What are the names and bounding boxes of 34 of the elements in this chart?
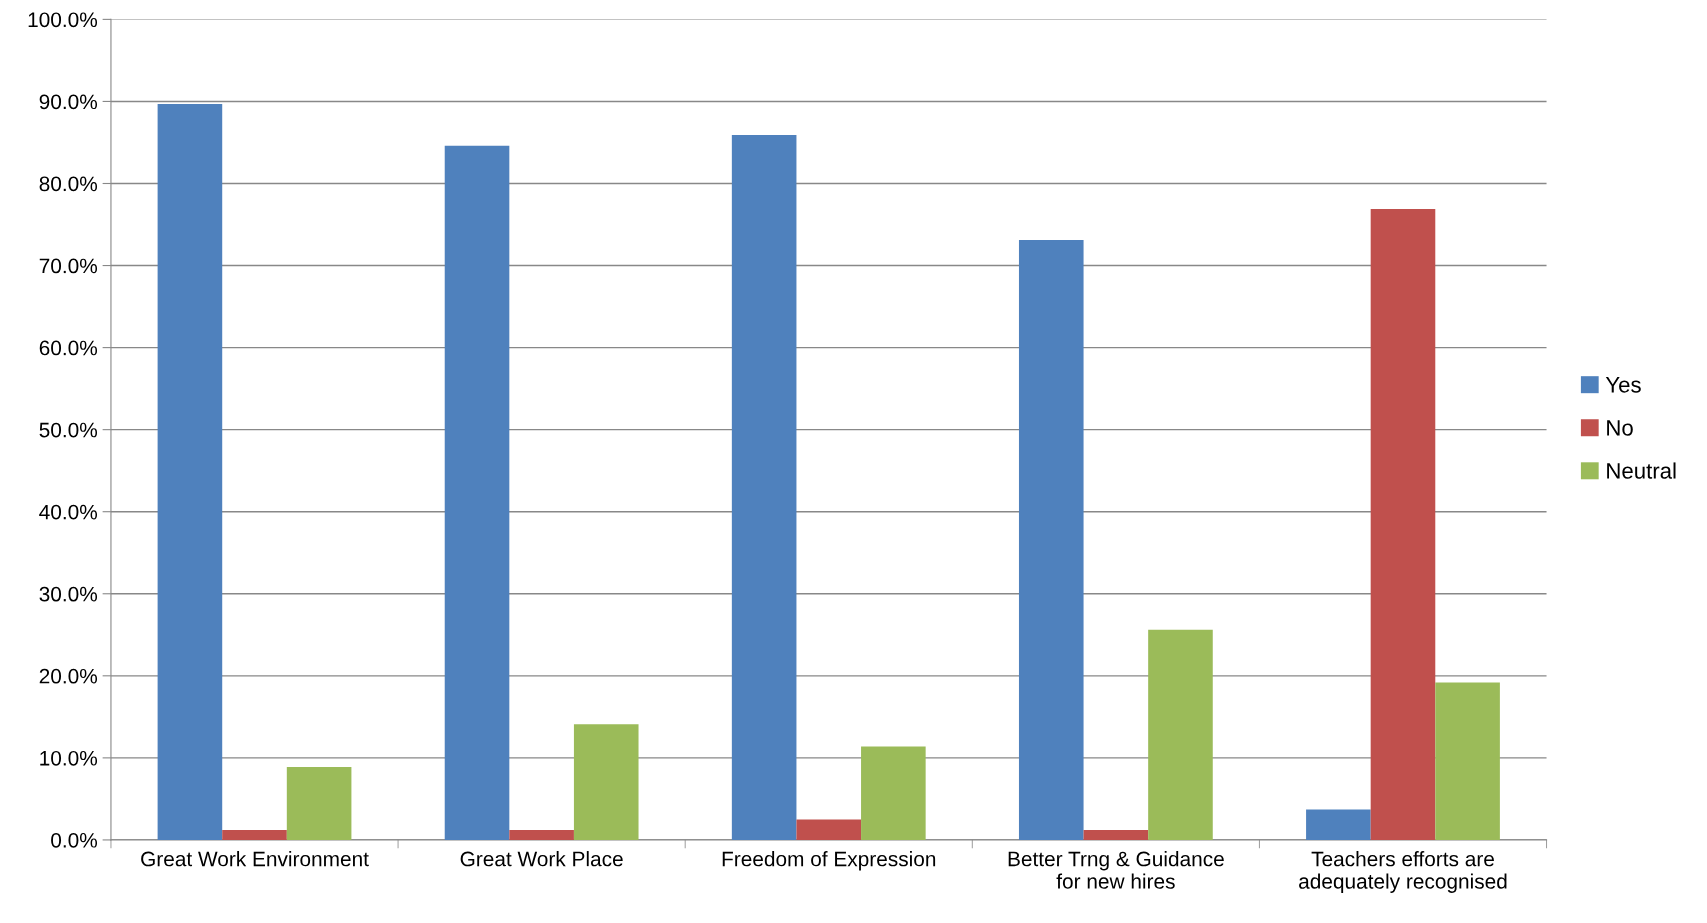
x-tick-label: Better Trng & Guidance for new hires <box>1008 851 1224 889</box>
y-tick-label: 50.0% <box>39 422 98 438</box>
bar <box>286 766 352 840</box>
y-tick-label: 70.0% <box>39 258 98 274</box>
x-tick-label: Freedom of Expression <box>722 851 936 871</box>
bar <box>573 724 639 840</box>
y-tick-label: 100.0% <box>28 12 98 28</box>
bar <box>861 746 926 840</box>
y-tick-label: 0.0% <box>51 832 98 848</box>
legend-label: No <box>1607 420 1633 436</box>
y-tick-label: 30.0% <box>39 586 98 602</box>
y-tick-label: 20.0% <box>39 668 98 684</box>
legend-label: Yes <box>1605 377 1641 393</box>
bar <box>796 819 862 840</box>
bar <box>731 135 797 840</box>
bar <box>222 830 287 840</box>
x-tick-label: Teachers efforts are adequately recognised <box>1299 851 1507 893</box>
bar <box>1018 240 1084 840</box>
bar <box>444 145 510 840</box>
bar <box>1435 682 1500 840</box>
y-tick-label: 40.0% <box>39 504 98 520</box>
x-tick-label: Great Work Place <box>460 851 623 867</box>
bar <box>1083 830 1149 840</box>
y-tick-label: 10.0% <box>40 750 98 766</box>
x-tick-label: Great Work Environment <box>141 851 369 867</box>
y-tick-label: 80.0% <box>39 176 98 192</box>
bar <box>1306 809 1371 840</box>
bar <box>1148 629 1213 840</box>
bar <box>509 830 574 840</box>
bar <box>1370 208 1436 840</box>
legend-label: Neutral <box>1607 462 1676 479</box>
y-tick-label: 60.0% <box>39 340 98 356</box>
bar <box>157 103 223 840</box>
y-tick-label: 90.0% <box>39 94 98 110</box>
